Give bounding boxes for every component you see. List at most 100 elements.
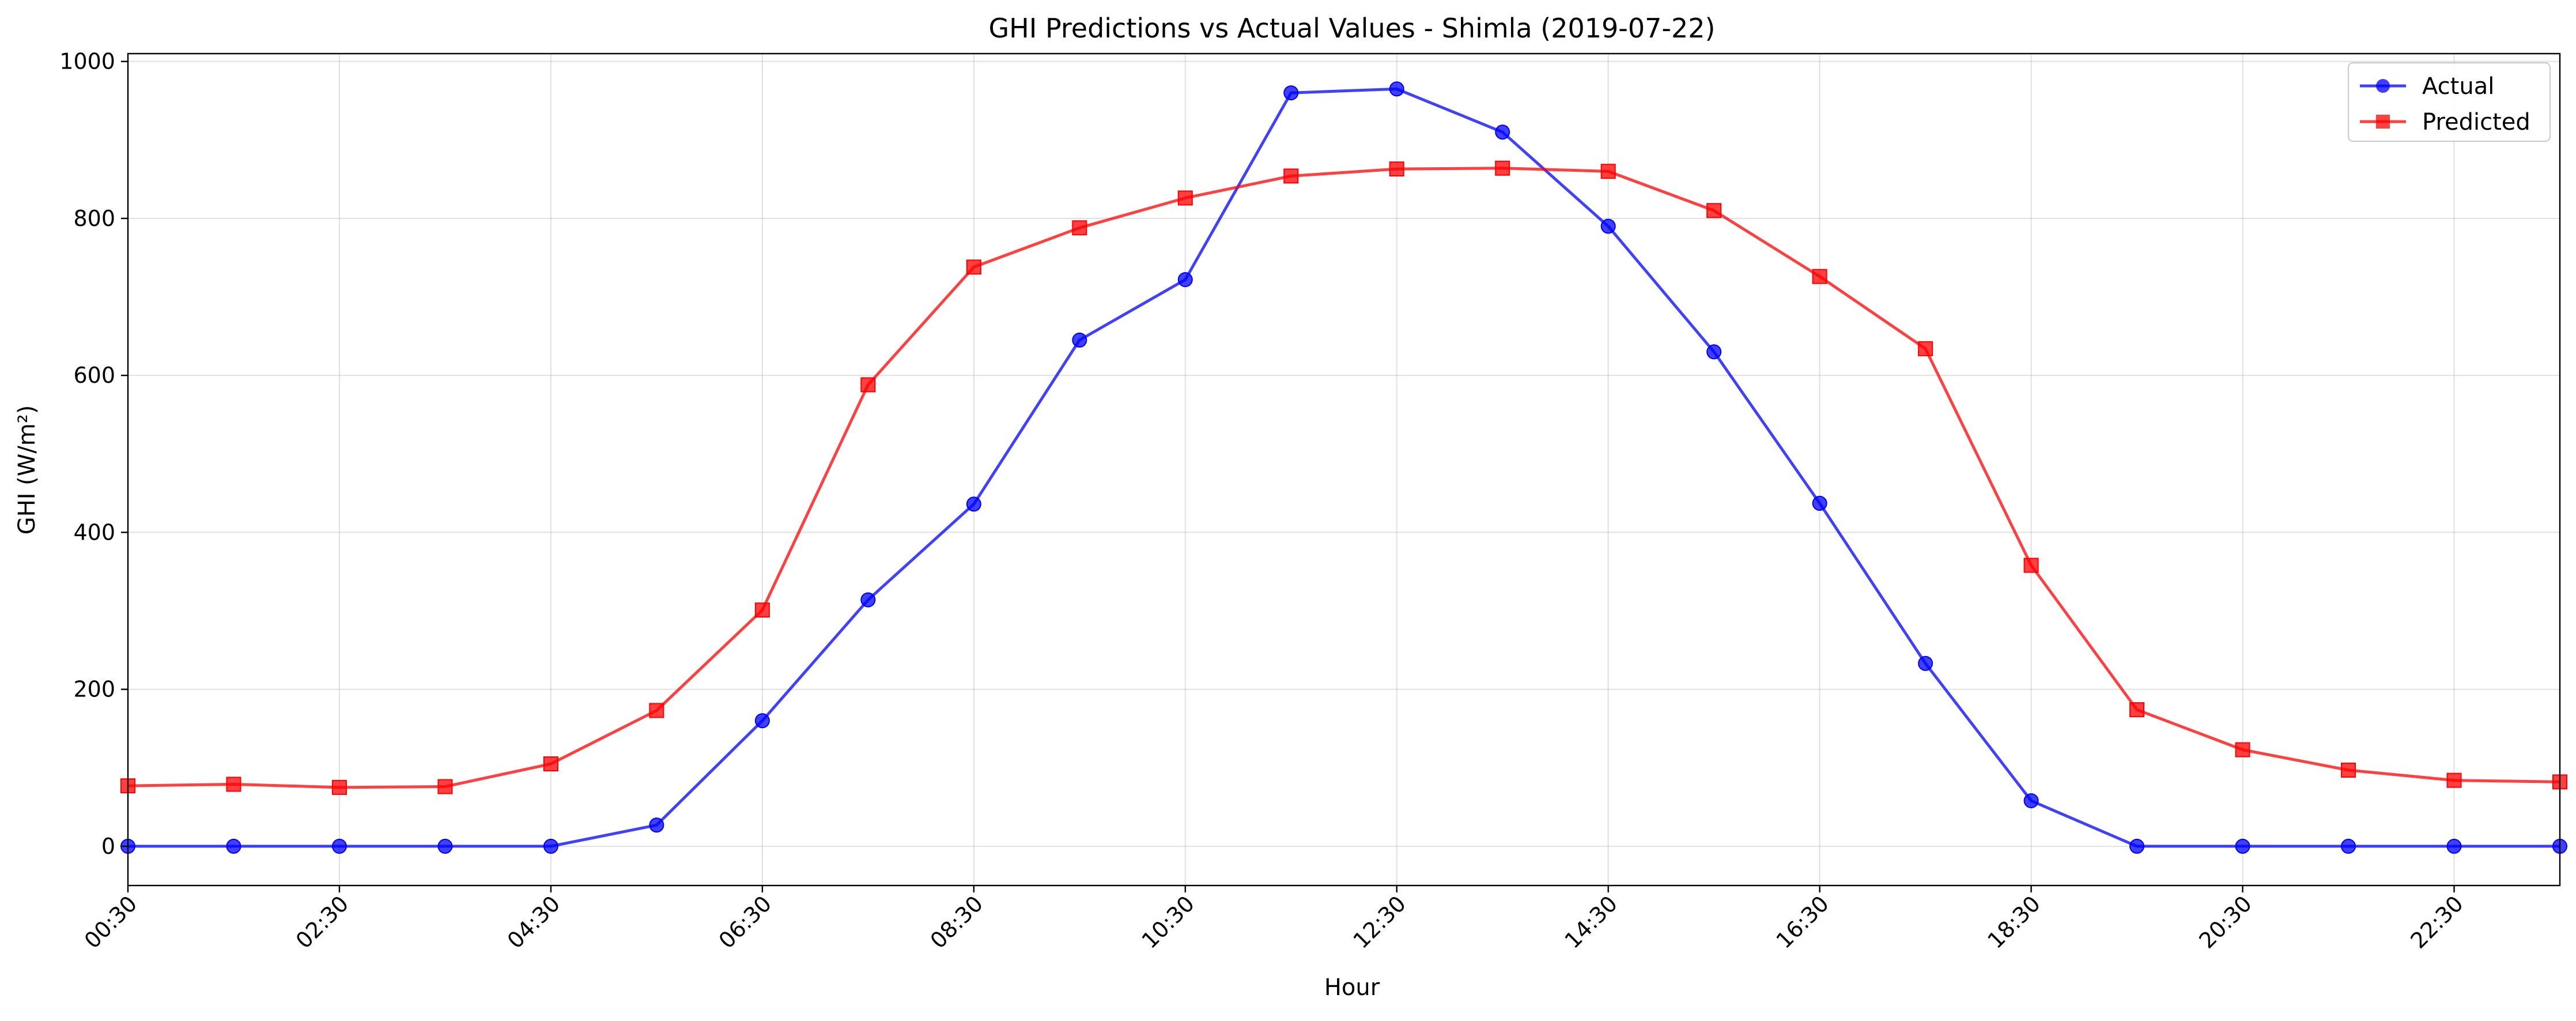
x-tick-label: 22:30 bbox=[2405, 891, 2468, 954]
data-point-predicted bbox=[2341, 762, 2356, 778]
legend-label-predicted: Predicted bbox=[2422, 109, 2530, 135]
x-tick: 06:30 bbox=[714, 886, 777, 954]
x-tick: 12:30 bbox=[1349, 886, 1411, 954]
data-point-actual bbox=[1812, 496, 1827, 511]
data-point-actual bbox=[1600, 218, 1616, 234]
x-tick: 00:30 bbox=[80, 886, 142, 954]
chart-title: GHI Predictions vs Actual Values - Shiml… bbox=[989, 13, 1716, 44]
x-tick: 10:30 bbox=[1137, 886, 1200, 954]
legend-entry-actual: Actual bbox=[2360, 73, 2494, 100]
data-point-predicted bbox=[649, 703, 664, 718]
data-point-actual bbox=[2341, 838, 2356, 854]
y-tick: 1000 bbox=[59, 49, 128, 74]
data-point-predicted bbox=[1600, 164, 1616, 179]
y-tick-label: 400 bbox=[73, 519, 115, 545]
y-tick-label: 200 bbox=[73, 677, 115, 702]
data-point-predicted bbox=[1177, 190, 1193, 206]
series-predicted bbox=[120, 160, 2567, 795]
y-tick: 600 bbox=[73, 363, 128, 388]
legend-label-actual: Actual bbox=[2422, 73, 2494, 100]
x-tick-label: 04:30 bbox=[503, 891, 565, 954]
data-point-actual bbox=[1283, 85, 1299, 101]
x-tick-label: 20:30 bbox=[2194, 891, 2257, 954]
x-tick-label: 10:30 bbox=[1137, 891, 1200, 954]
x-axis-label: Hour bbox=[1324, 974, 1380, 1001]
y-tick: 200 bbox=[73, 677, 128, 702]
data-point-actual bbox=[1177, 272, 1193, 288]
data-point-predicted bbox=[966, 259, 981, 275]
data-point-predicted bbox=[2129, 702, 2145, 718]
x-tick-label: 14:30 bbox=[1560, 891, 1623, 954]
data-point-predicted bbox=[1812, 269, 1827, 284]
y-axis-label: GHI (W/m²) bbox=[14, 405, 40, 535]
data-point-actual bbox=[331, 838, 347, 854]
data-point-predicted bbox=[1706, 203, 1722, 218]
data-point-predicted bbox=[2235, 742, 2250, 758]
x-tick-label: 06:30 bbox=[714, 891, 777, 954]
x-tick-label: 12:30 bbox=[1349, 891, 1411, 954]
legend-marker-actual bbox=[2376, 79, 2390, 93]
x-tick: 22:30 bbox=[2405, 886, 2468, 954]
data-point-predicted bbox=[331, 779, 347, 795]
x-axis-ticks: 00:30 02:30 04:30 06:30 08:30 10:30 12:30 14:30… bbox=[80, 886, 2468, 954]
x-tick: 14:30 bbox=[1560, 886, 1623, 954]
data-point-predicted bbox=[543, 756, 558, 771]
x-tick: 08:30 bbox=[926, 886, 988, 954]
x-tick: 16:30 bbox=[1771, 886, 1834, 954]
data-point-predicted bbox=[226, 777, 241, 792]
data-point-predicted bbox=[1495, 160, 1510, 176]
x-tick: 02:30 bbox=[291, 886, 354, 954]
data-point-predicted bbox=[860, 377, 876, 393]
data-point-actual bbox=[966, 496, 981, 512]
series-line-predicted bbox=[127, 167, 2560, 789]
data-point-actual bbox=[2023, 793, 2039, 808]
series-line-actual bbox=[128, 87, 2560, 848]
y-tick: 400 bbox=[73, 519, 128, 545]
data-point-predicted bbox=[437, 779, 453, 794]
y-tick: 800 bbox=[73, 206, 128, 231]
data-point-predicted bbox=[2446, 773, 2462, 788]
data-point-actual bbox=[1706, 344, 1722, 360]
y-axis-ticks: 0 200 400 600 800 1000 bbox=[59, 49, 128, 859]
data-point-predicted bbox=[1283, 168, 1299, 184]
x-tick-label: 16:30 bbox=[1771, 891, 1834, 954]
data-point-predicted bbox=[1072, 220, 1087, 236]
x-tick-label: 00:30 bbox=[80, 891, 142, 954]
data-point-actual bbox=[1495, 125, 1510, 140]
data-point-actual bbox=[1389, 81, 1404, 97]
legend-entry-predicted: Predicted bbox=[2360, 109, 2530, 135]
data-point-actual bbox=[1072, 332, 1087, 348]
data-point-actual bbox=[437, 838, 453, 854]
series-layer bbox=[120, 81, 2567, 854]
x-tick: 04:30 bbox=[503, 886, 565, 954]
data-point-predicted bbox=[754, 602, 770, 618]
y-tick-label: 600 bbox=[73, 363, 115, 388]
data-point-actual bbox=[543, 838, 558, 854]
x-tick: 20:30 bbox=[2194, 886, 2257, 954]
grid-lines bbox=[127, 54, 2560, 886]
y-tick-label: 800 bbox=[73, 206, 115, 231]
legend-marker-predicted bbox=[2376, 115, 2390, 129]
y-tick-label: 0 bbox=[101, 834, 115, 859]
legend: Actual Predicted bbox=[2347, 62, 2551, 142]
x-tick-label: 18:30 bbox=[1982, 891, 2045, 954]
x-tick: 18:30 bbox=[1982, 886, 2045, 954]
x-tick-label: 02:30 bbox=[291, 891, 354, 954]
data-point-actual bbox=[1918, 655, 1933, 671]
data-point-actual bbox=[649, 817, 664, 833]
data-point-predicted bbox=[1389, 161, 1404, 177]
x-tick-label: 08:30 bbox=[926, 891, 988, 954]
data-point-actual bbox=[2446, 838, 2462, 854]
data-point-actual bbox=[754, 713, 770, 729]
data-point-actual bbox=[2129, 838, 2145, 854]
data-point-actual bbox=[860, 592, 876, 608]
plot-frame bbox=[127, 52, 2561, 887]
data-point-predicted bbox=[1918, 341, 1933, 356]
y-tick: 0 bbox=[101, 834, 128, 859]
y-tick-label: 1000 bbox=[59, 49, 115, 74]
data-point-actual bbox=[2235, 838, 2250, 854]
data-point-predicted bbox=[2023, 557, 2039, 573]
data-point-actual bbox=[226, 838, 241, 854]
